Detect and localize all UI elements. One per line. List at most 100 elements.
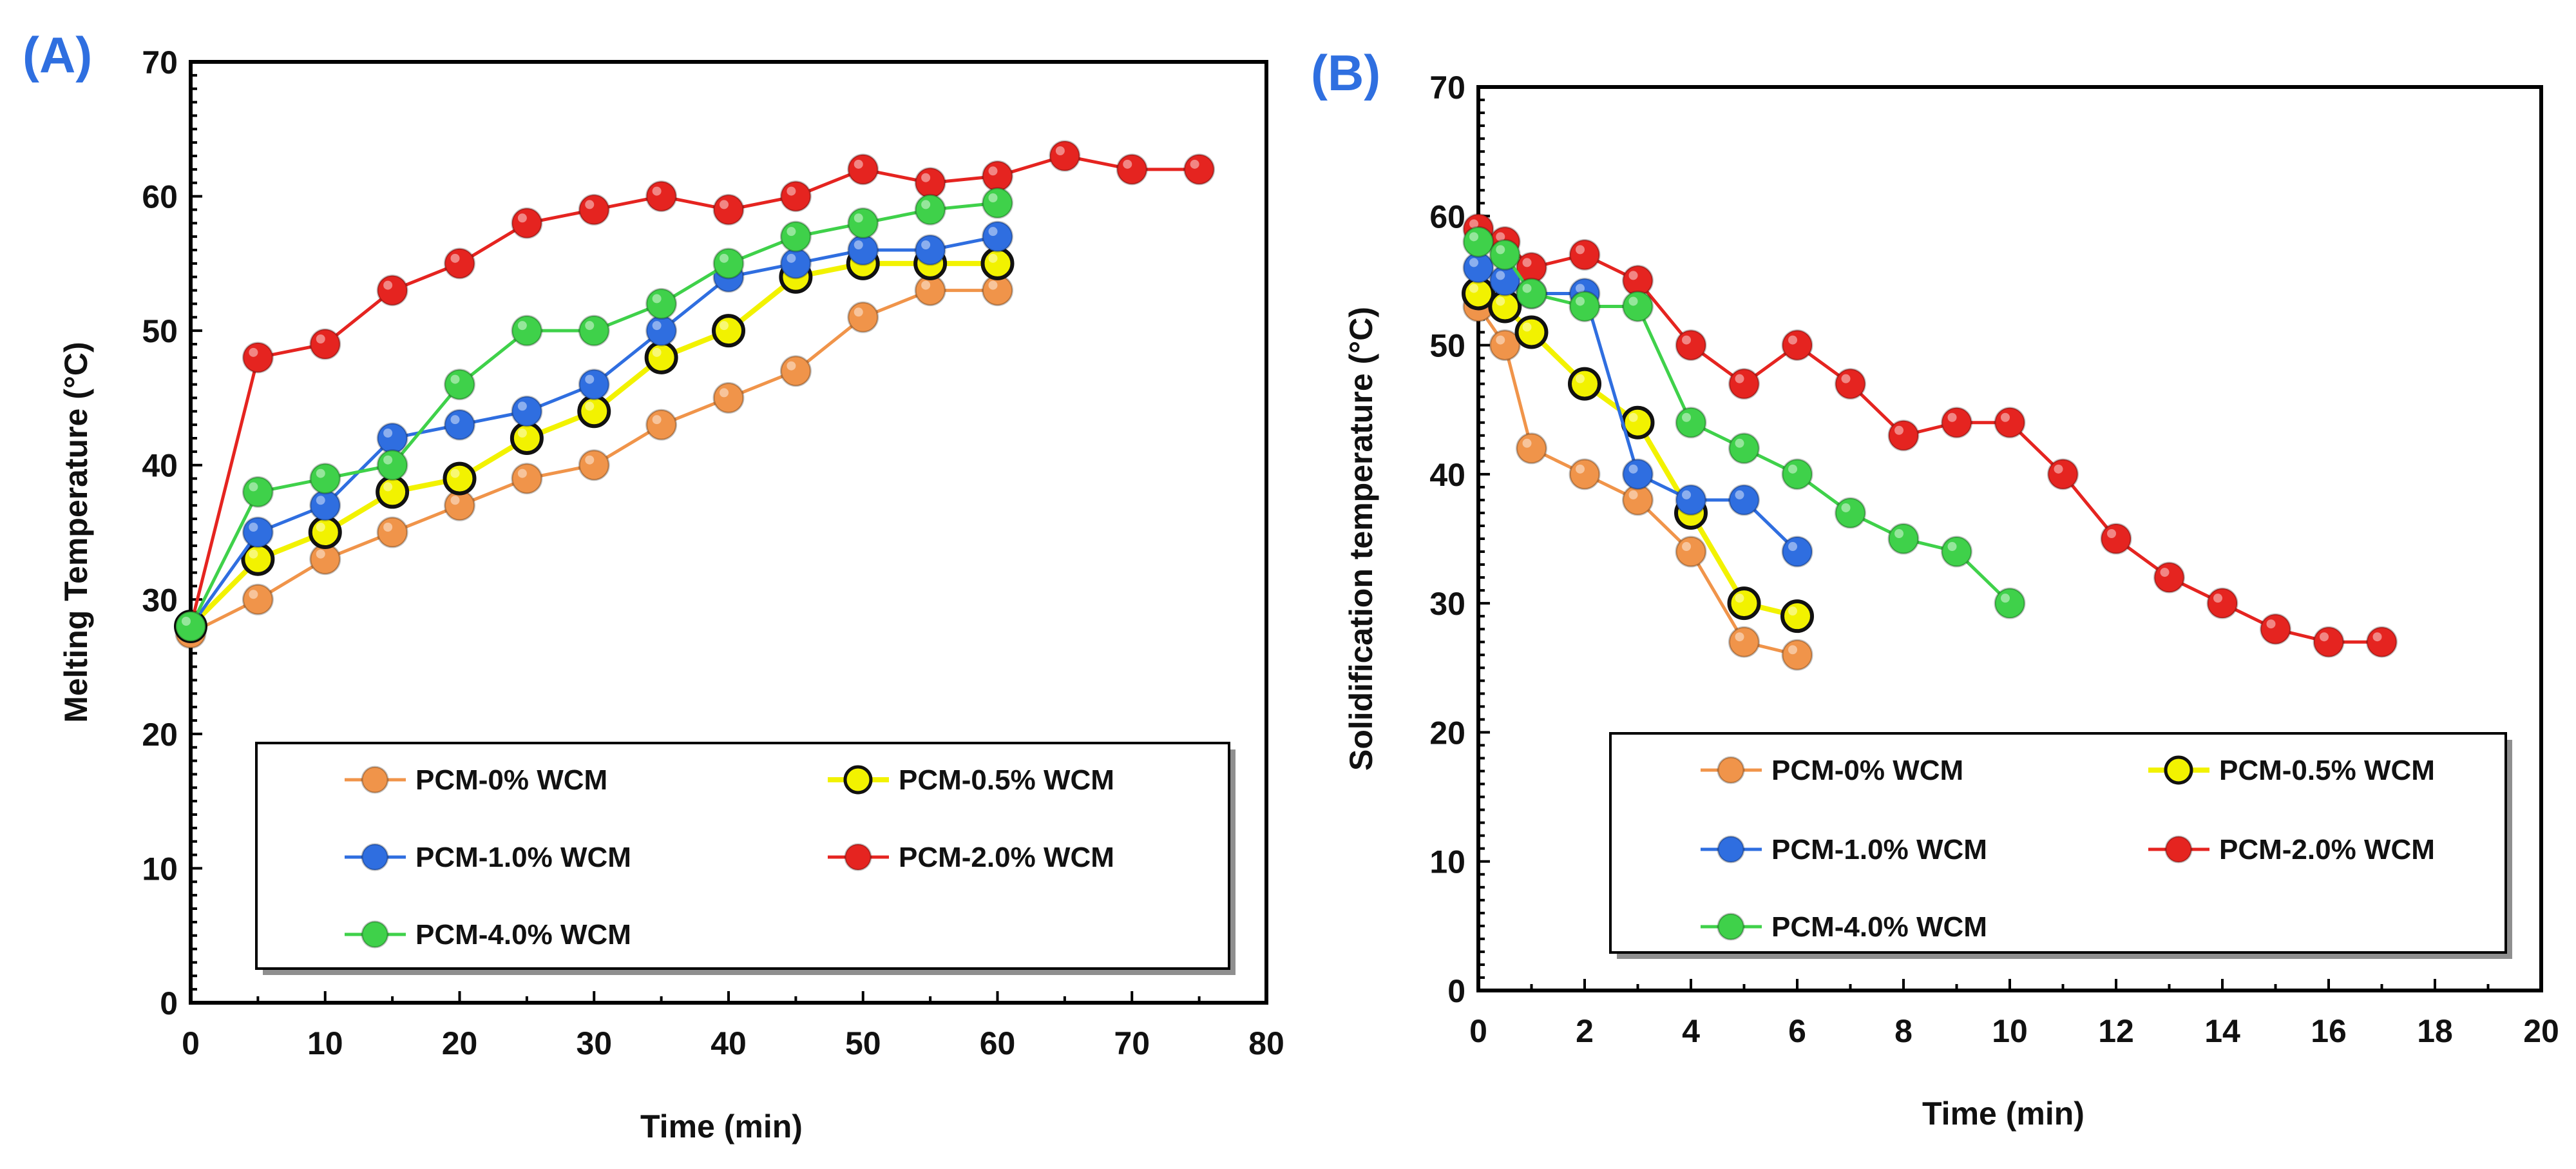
x-tick-label-b-0: 0 — [1469, 1013, 1487, 1049]
legend-label-a-pcm-2-0-wcm: PCM-2.0% WCM — [899, 842, 1114, 873]
x-tick-label-a-70: 70 — [1114, 1025, 1150, 1061]
y-tick-label-a-30: 30 — [142, 582, 178, 618]
point-a-pcm-2-0-wcm-2 — [309, 328, 341, 360]
point-a-pcm-1-0-wcm-6 — [578, 369, 610, 401]
legend-a: PCM-0% WCM PCM-0.5% WCM PCM-1.0% WCM PCM-2.… — [255, 742, 1236, 975]
melting-chart: (A) 0 10 20 30 40 50 60 70 80 0 10 20 30 40 50 60 70 Ti… — [23, 26, 1284, 1145]
legend-item-b-pcm-0-wcm: PCM-0% WCM — [1701, 755, 1963, 786]
point-b-pcm-2-0-wcm-9 — [1887, 420, 1920, 452]
x-tick-label-a-60: 60 — [980, 1025, 1016, 1061]
legend-label-a-pcm-1-0-wcm: PCM-1.0% WCM — [415, 842, 631, 873]
y-tick-label-b-50: 50 — [1429, 328, 1465, 364]
point-b-pcm-4-0-wcm-3 — [1569, 290, 1601, 322]
point-b-pcm-0-wcm-3 — [1569, 458, 1601, 490]
solidification-chart: (B) 0 2 4 6 8 10 12 14 16 18 20 0 10 20 30 40 50 60 70 Ti… — [1311, 44, 2559, 1132]
point-a-pcm-4-0-wcm-1 — [242, 476, 274, 508]
point-a-pcm-2-0-wcm-3 — [376, 275, 408, 307]
series-b-pcm-4-0-wcm — [1462, 226, 2026, 619]
series-group-b — [1462, 213, 2398, 671]
y-tick-label-b-60: 60 — [1429, 198, 1465, 235]
point-a-pcm-4-0-wcm-7 — [645, 287, 678, 320]
point-a-pcm-4-0-wcm-12 — [982, 187, 1013, 219]
y-tick-label-a-70: 70 — [142, 44, 178, 81]
point-b-pcm-2-0-wcm-6 — [1728, 368, 1760, 400]
point-a-pcm-2-0-wcm-4 — [444, 247, 475, 280]
legend-item-a-pcm-0-5-wcm: PCM-0.5% WCM — [828, 764, 1114, 796]
legend-item-b-pcm-0-5-wcm: PCM-0.5% WCM — [2148, 755, 2435, 786]
point-b-pcm-2-0-wcm-14 — [2153, 561, 2185, 594]
x-tick-label-a-0: 0 — [182, 1025, 200, 1061]
point-a-pcm-0-5-wcm-2 — [308, 516, 342, 549]
y-tick-label-a-60: 60 — [142, 179, 178, 215]
legend-item-a-pcm-2-0-wcm: PCM-2.0% WCM — [828, 842, 1114, 873]
point-a-pcm-0-5-wcm-3 — [376, 475, 410, 509]
point-a-pcm-4-0-wcm-9 — [779, 220, 812, 253]
series-line-a-pcm-2-0-wcm — [189, 154, 1199, 627]
x-tick-label-a-10: 10 — [307, 1025, 343, 1061]
y-axis-label-a: Melting Temperature (°C) — [58, 342, 94, 722]
point-a-pcm-0-5-wcm-12 — [980, 246, 1015, 280]
point-b-pcm-1-0-wcm-7 — [1781, 536, 1813, 568]
point-b-pcm-1-0-wcm-5 — [1675, 484, 1707, 516]
point-a-pcm-2-0-wcm-15 — [1183, 153, 1216, 186]
point-b-pcm-4-0-wcm-6 — [1728, 432, 1760, 465]
y-tick-label-b-70: 70 — [1429, 70, 1465, 106]
point-b-pcm-2-0-wcm-10 — [1941, 407, 1972, 439]
legend-marker-b-pcm-4-0-wcm — [1717, 913, 1745, 941]
point-a-pcm-2-0-wcm-5 — [511, 207, 543, 239]
point-a-pcm-0-5-wcm-7 — [644, 340, 678, 374]
series-line-b-pcm-0-wcm — [1476, 305, 1798, 657]
point-a-pcm-1-0-wcm-5 — [511, 395, 543, 427]
y-tick-label-a-10: 10 — [142, 851, 178, 887]
point-a-pcm-0-wcm-7 — [645, 409, 678, 441]
legend-item-a-pcm-1-0-wcm: PCM-1.0% WCM — [345, 842, 631, 873]
x-tick-label-b-20: 20 — [2523, 1013, 2559, 1049]
point-a-pcm-4-0-wcm-2 — [309, 463, 341, 495]
point-a-pcm-0-5-wcm-8 — [712, 314, 745, 348]
point-b-pcm-0-wcm-1 — [1489, 329, 1521, 362]
point-a-pcm-1-0-wcm-7 — [645, 314, 678, 347]
point-b-pcm-2-0-wcm-3 — [1569, 238, 1601, 271]
point-b-pcm-0-wcm-2 — [1516, 432, 1547, 465]
point-a-pcm-1-0-wcm-11 — [914, 234, 946, 266]
point-b-pcm-2-0-wcm-16 — [2260, 613, 2291, 645]
point-a-pcm-2-0-wcm-14 — [1116, 153, 1148, 186]
series-a-pcm-4-0-wcm — [175, 187, 1013, 642]
point-a-pcm-4-0-wcm-4 — [444, 369, 475, 401]
point-a-pcm-2-0-wcm-6 — [578, 193, 610, 226]
point-a-pcm-4-0-wcm-10 — [847, 207, 879, 239]
legend-label-a-pcm-4-0-wcm: PCM-4.0% WCM — [415, 919, 631, 951]
legend-b: PCM-0% WCM PCM-0.5% WCM PCM-1.0% WCM PCM-2.… — [1609, 732, 2512, 959]
series-b-pcm-2-0-wcm — [1462, 213, 2398, 658]
point-b-pcm-4-0-wcm-8 — [1835, 497, 1866, 529]
point-b-pcm-0-wcm-7 — [1781, 639, 1813, 671]
y-axis-ticks-a: 0 10 20 30 40 50 60 70 — [142, 44, 202, 1021]
series-a-pcm-1-0-wcm — [175, 220, 1013, 642]
point-a-pcm-2-0-wcm-9 — [779, 180, 812, 213]
series-group-a — [174, 140, 1216, 649]
point-b-pcm-4-0-wcm-0 — [1462, 226, 1494, 258]
point-b-pcm-0-5-wcm-4 — [1621, 405, 1655, 440]
y-tick-label-a-20: 20 — [142, 717, 178, 753]
point-b-pcm-2-0-wcm-18 — [2366, 626, 2398, 658]
point-b-pcm-0-5-wcm-2 — [1514, 315, 1549, 349]
legend-marker-a-pcm-4-0-wcm — [361, 920, 389, 949]
legend-label-b-pcm-4-0-wcm: PCM-4.0% WCM — [1771, 911, 1987, 943]
x-tick-label-b-14: 14 — [2204, 1013, 2240, 1049]
point-b-pcm-0-wcm-5 — [1675, 536, 1707, 568]
point-a-pcm-0-wcm-8 — [712, 382, 745, 414]
legend-item-b-pcm-2-0-wcm: PCM-2.0% WCM — [2148, 834, 2435, 865]
point-a-pcm-1-0-wcm-3 — [376, 422, 408, 454]
x-tick-label-b-2: 2 — [1576, 1013, 1594, 1049]
panel-label-b: (B) — [1311, 44, 1380, 101]
point-b-pcm-2-0-wcm-15 — [2206, 587, 2238, 619]
y-axis-label-b: Solidification temperature (°C) — [1343, 307, 1379, 771]
point-a-pcm-1-0-wcm-10 — [847, 234, 879, 266]
x-tick-label-a-30: 30 — [576, 1025, 612, 1061]
legend-label-b-pcm-0-wcm: PCM-0% WCM — [1771, 755, 1963, 786]
point-a-pcm-2-0-wcm-10 — [847, 153, 879, 186]
point-a-pcm-2-0-wcm-11 — [914, 167, 946, 199]
point-b-pcm-2-0-wcm-12 — [2047, 458, 2079, 490]
point-a-pcm-1-0-wcm-1 — [242, 516, 274, 548]
legend-item-a-pcm-4-0-wcm: PCM-4.0% WCM — [345, 919, 631, 951]
